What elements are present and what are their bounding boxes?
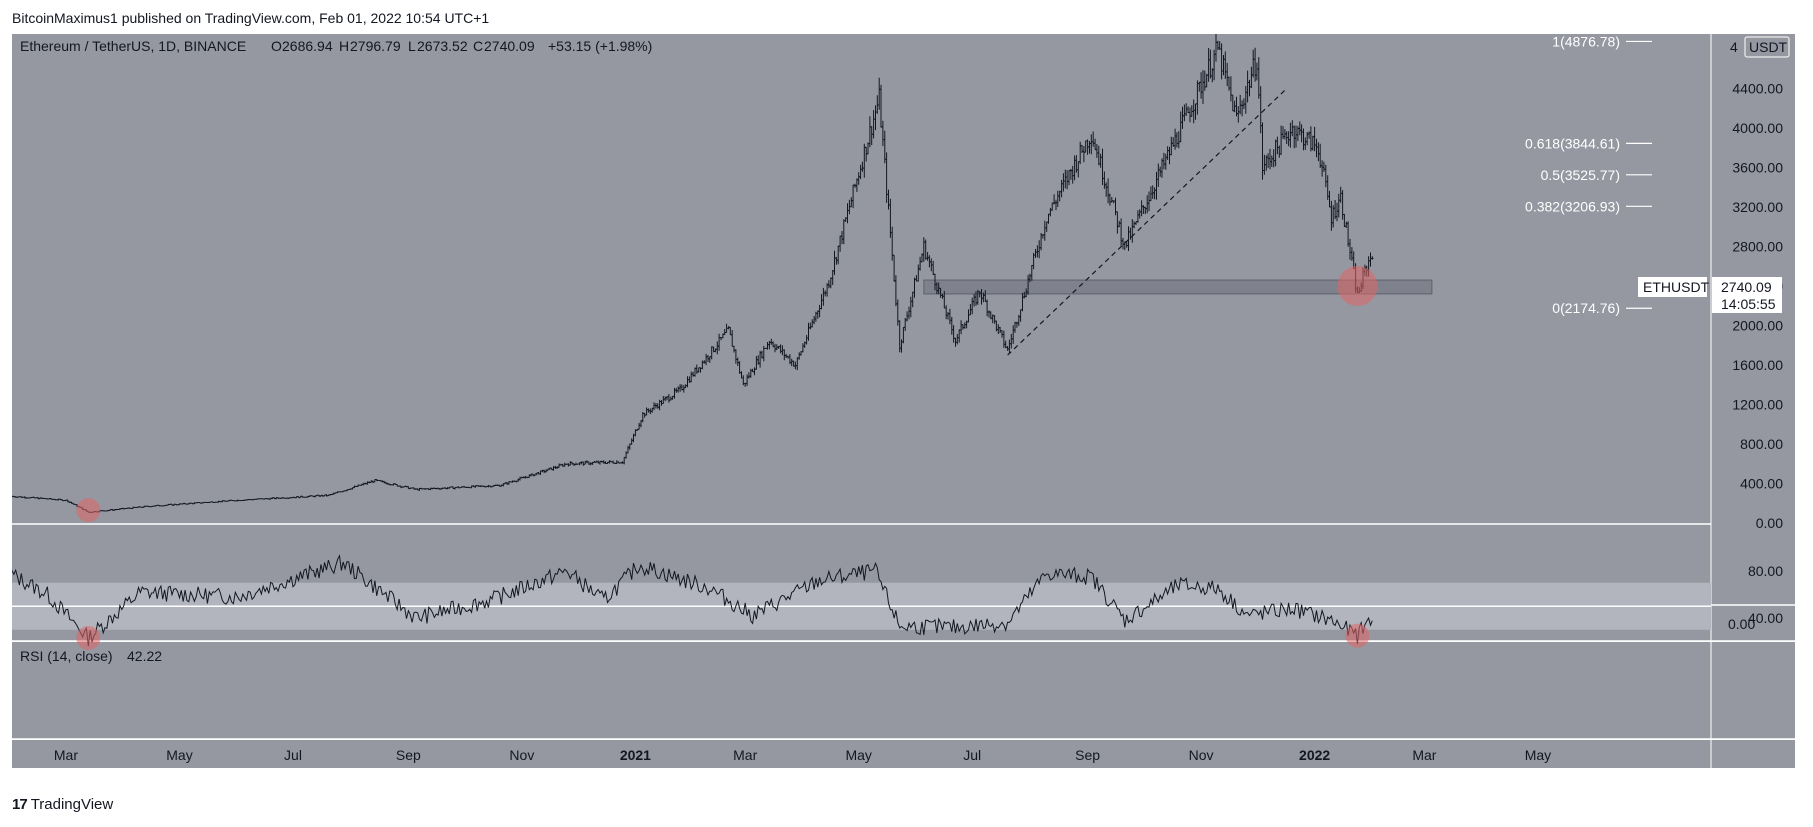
support-zone[interactable]	[923, 279, 1433, 295]
publisher-line: BitcoinMaximus1 published on TradingView…	[12, 10, 490, 26]
price-axis-tick: 0.00	[1756, 515, 1783, 531]
price-axis-tick: 2000.00	[1732, 318, 1783, 334]
tradingview-logo[interactable]: 17 TradingView	[12, 796, 113, 813]
chart-canvas[interactable]: 1(4876.78) 0.618(3844.61) 0.5(3525.77) 0.38…	[12, 34, 1795, 783]
highlight-circle	[76, 498, 101, 523]
price-axis-tick: 800.00	[1740, 436, 1783, 452]
time-axis-tick: Jul	[963, 747, 981, 763]
time-axis-tick: Mar	[1412, 747, 1436, 763]
rsi-axis-tick: 80.00	[1748, 563, 1783, 579]
time-axis-tick: Nov	[509, 747, 534, 763]
time-axis-tick: May	[166, 747, 192, 763]
last-price-countdown: 14:05:55	[1721, 296, 1776, 312]
fib-level-label: 0.382(3206.93)	[1525, 198, 1620, 214]
ohlc-l-value: 2673.52	[417, 38, 468, 54]
rsi-line	[12, 554, 1373, 647]
last-price-symbol: ETHUSDT	[1643, 279, 1710, 295]
ohlc-h-label: H	[339, 38, 349, 54]
price-axis-tick: 4000.00	[1732, 120, 1783, 136]
trendline[interactable]	[1007, 88, 1288, 356]
time-axis-tick: 2021	[620, 747, 651, 763]
time-axis-tick: Mar	[54, 747, 78, 763]
ohlc-c-label: C	[473, 38, 483, 54]
time-axis-tick: Jul	[284, 747, 302, 763]
price-axis-tick: 3200.00	[1732, 199, 1783, 215]
time-axis-tick: Sep	[1075, 747, 1100, 763]
time-axis-tick: Sep	[396, 747, 421, 763]
price-pane[interactable]	[12, 34, 1711, 605]
fib-level-label: 0.618(3844.61)	[1525, 135, 1620, 151]
time-axis[interactable]	[12, 740, 1711, 768]
chart-frame[interactable]: 1(4876.78) 0.618(3844.61) 0.5(3525.77) 0.38…	[12, 34, 1795, 783]
highlight-circle	[1345, 623, 1370, 648]
ohlc-c-value: 2740.09	[484, 38, 535, 54]
fib-level-label: 1(4876.78)	[1552, 34, 1620, 49]
fib-level-label: 0(2174.76)	[1552, 300, 1620, 316]
rsi-axis-tick: 40.00	[1748, 610, 1783, 626]
last-price-value: 2740.09	[1721, 279, 1772, 295]
price-axis-tick: 4400.00	[1732, 81, 1783, 97]
time-axis-tick: Mar	[733, 747, 757, 763]
time-axis-tick: May	[1525, 747, 1551, 763]
rsi-pane[interactable]	[12, 642, 1711, 739]
rsi-axis-top-tick: 0.00	[1728, 616, 1755, 632]
rsi-value: 42.22	[127, 648, 162, 664]
price-axis-tick: 400.00	[1740, 476, 1783, 492]
fib-level-label: 0.5(3525.77)	[1541, 167, 1620, 183]
currency-badge[interactable]	[1744, 36, 1790, 58]
ohlc-change: +53.15 (+1.98%)	[548, 38, 652, 54]
highlight-circle	[1337, 266, 1378, 306]
price-axis-tick: 3600.00	[1732, 160, 1783, 176]
symbol-legend[interactable]: Ethereum / TetherUS, 1D, BINANCE	[20, 38, 246, 54]
price-axis-tick: 1200.00	[1732, 397, 1783, 413]
last-price-box	[1712, 277, 1782, 313]
ohlc-bar	[1371, 256, 1374, 260]
axis-corner	[1711, 740, 1795, 768]
price-axis-partial-tick: 4	[1730, 39, 1738, 55]
price-axis[interactable]	[1711, 34, 1795, 605]
tradingview-brand: TradingView	[30, 796, 114, 813]
rsi-label[interactable]: RSI (14, close)	[20, 648, 113, 664]
time-axis-tick: May	[845, 747, 871, 763]
time-axis-tick: Nov	[1189, 747, 1214, 763]
ohlc-l-label: L	[408, 38, 416, 54]
currency-label: USDT	[1749, 39, 1788, 55]
tradingview-icon: 17	[12, 796, 28, 813]
price-axis-tick: 1600.00	[1732, 357, 1783, 373]
last-price-symbol-box	[1638, 277, 1707, 297]
time-axis-tick: 2022	[1299, 747, 1330, 763]
ohlc-o-label: O	[271, 38, 282, 54]
ohlc-o-value: 2686.94	[282, 38, 333, 54]
rsi-axis[interactable]	[1711, 642, 1795, 739]
price-axis-tick: 2800.00	[1732, 239, 1783, 255]
highlight-circle	[76, 625, 101, 650]
ohlc-h-value: 2796.79	[350, 38, 401, 54]
